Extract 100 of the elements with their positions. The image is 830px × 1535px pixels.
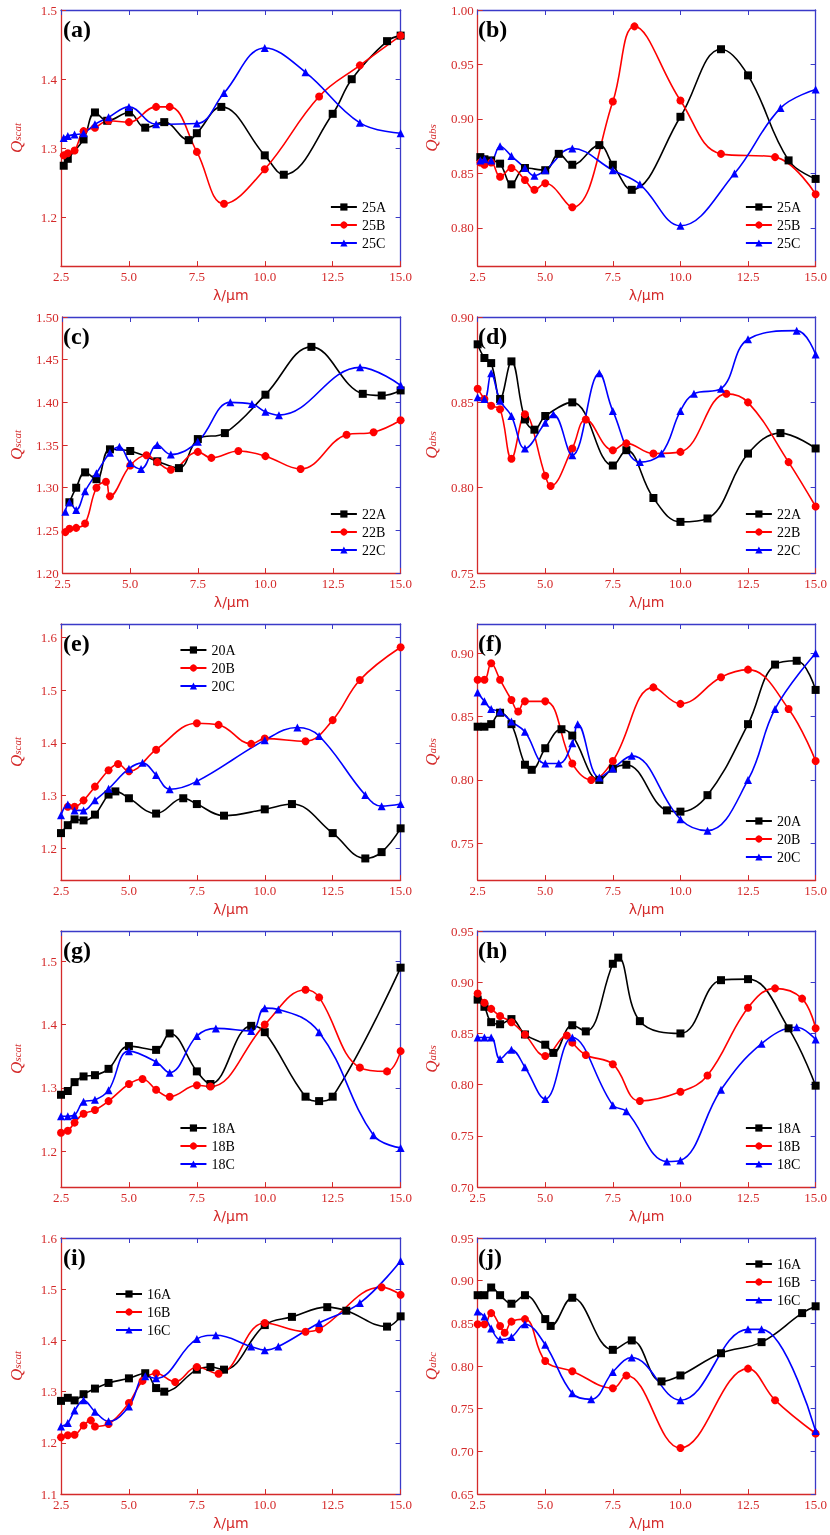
y-tick-label: 0.75 <box>450 565 474 581</box>
chart-title: (i) <box>63 1244 86 1270</box>
legend-label: 18B <box>211 1138 235 1154</box>
x-tick-label: 7.5 <box>604 1497 621 1513</box>
y-tick-label: 1.25 <box>35 522 59 538</box>
y-axis-title: Qabs <box>422 738 441 766</box>
x-tick-label: 7.5 <box>188 1497 205 1513</box>
x-tick-label: 2.5 <box>52 1190 70 1206</box>
y-tick-label: 0.70 <box>450 1443 474 1459</box>
y-tick-label: 0.65 <box>450 1486 474 1502</box>
x-tick-label: 2.5 <box>52 269 70 285</box>
x-tick-label: 5.0 <box>537 1190 554 1206</box>
x-tick-label: 10.0 <box>669 1497 692 1513</box>
y-tick-label: 0.95 <box>450 1230 474 1246</box>
y-tick-label: 1.2 <box>40 1435 57 1451</box>
y-tick-label: 0.75 <box>450 1128 474 1144</box>
x-tick-label: 15.0 <box>389 883 412 899</box>
y-axis-title: Qabs <box>422 124 441 152</box>
y-tick-label: 0.95 <box>450 923 474 939</box>
y-tick-label: 1.2 <box>40 210 57 226</box>
x-tick-label: 10.0 <box>669 1190 692 1206</box>
x-tick-label: 15.0 <box>389 576 412 592</box>
y-tick-label: 1.2 <box>40 1143 57 1159</box>
y-tick-label: 1.30 <box>35 480 59 496</box>
legend-label: 18C <box>211 1156 235 1172</box>
x-tick-label: 12.5 <box>736 883 760 899</box>
y-tick-label: 0.85 <box>450 1025 474 1041</box>
legend-label: 25C <box>361 235 386 251</box>
x-tick-label: 5.0 <box>122 576 139 592</box>
legend-label: 20B <box>776 831 801 847</box>
x-axis-title: λ/μm <box>628 287 665 303</box>
y-tick-label: 0.75 <box>450 835 474 851</box>
x-tick-label: 12.5 <box>321 1497 345 1513</box>
y-tick-label: 0.90 <box>450 1273 474 1289</box>
y-tick-label: 1.40 <box>35 394 59 410</box>
x-tick-label: 12.5 <box>321 269 345 285</box>
legend-label: 25B <box>776 217 801 233</box>
chart-title: (g) <box>63 937 91 963</box>
x-tick-label: 7.5 <box>604 269 621 285</box>
x-tick-label: 10.0 <box>253 269 277 285</box>
x-tick-label: 15.0 <box>389 1497 412 1513</box>
legend-label: 20A <box>776 813 802 829</box>
legend-label: 18B <box>776 1138 801 1154</box>
y-tick-label: 0.80 <box>450 1077 474 1093</box>
x-tick-label: 2.5 <box>52 883 70 899</box>
y-tick-label: 0.95 <box>450 56 474 72</box>
legend-label: 20C <box>776 849 801 865</box>
x-tick-label: 12.5 <box>736 1497 760 1513</box>
y-tick-label: 0.90 <box>450 974 474 990</box>
y-tick-label: 1.35 <box>35 437 59 453</box>
y-axis-title: Qabs <box>422 431 441 459</box>
legend-label: 16C <box>147 1322 171 1338</box>
legend-label: 16B <box>776 1274 801 1290</box>
x-tick-label: 12.5 <box>321 576 345 592</box>
y-tick-label: 0.80 <box>450 220 474 236</box>
legend-label: 20A <box>211 642 237 658</box>
y-tick-label: 0.85 <box>450 1315 474 1331</box>
legend-label: 22B <box>776 524 801 540</box>
x-tick-label: 5.0 <box>537 576 554 592</box>
y-tick-label: 0.75 <box>450 1401 474 1417</box>
x-tick-label: 5.0 <box>537 883 554 899</box>
chart-title: (d) <box>478 323 508 349</box>
legend-label: 20C <box>211 678 235 694</box>
x-axis-title: λ/μm <box>628 901 665 917</box>
x-tick-label: 5.0 <box>120 883 138 899</box>
y-tick-label: 1.4 <box>40 71 58 87</box>
y-tick-label: 1.45 <box>35 352 59 368</box>
chart-title: (b) <box>478 16 508 42</box>
x-tick-label: 5.0 <box>120 1497 138 1513</box>
y-tick-label: 1.5 <box>40 2 57 18</box>
legend-label: 16A <box>776 1256 802 1272</box>
x-tick-label: 7.5 <box>604 1190 621 1206</box>
x-tick-label: 7.5 <box>604 883 621 899</box>
x-tick-label: 5.0 <box>537 269 554 285</box>
x-tick-label: 10.0 <box>669 576 692 592</box>
y-tick-label: 0.85 <box>450 165 474 181</box>
x-tick-label: 5.0 <box>120 269 138 285</box>
legend-label: 18C <box>776 1156 801 1172</box>
y-tick-label: 1.5 <box>40 682 57 698</box>
y-tick-label: 0.80 <box>450 480 474 496</box>
x-tick-label: 15.0 <box>389 1190 412 1206</box>
y-tick-label: 1.4 <box>40 735 58 751</box>
chart-title: (f) <box>478 630 502 656</box>
y-tick-label: 1.6 <box>40 629 58 645</box>
y-tick-label: 1.5 <box>40 1281 57 1297</box>
x-tick-label: 15.0 <box>804 1190 827 1206</box>
chart-title: (h) <box>478 937 508 963</box>
y-tick-label: 1.3 <box>40 1384 57 1400</box>
legend-label: 25A <box>776 199 802 215</box>
legend-label: 20B <box>211 660 235 676</box>
y-tick-label: 1.50 <box>35 309 59 325</box>
chart-title: (e) <box>63 630 90 656</box>
x-tick-label: 2.5 <box>469 883 486 899</box>
x-tick-label: 7.5 <box>604 576 621 592</box>
y-tick-label: 1.00 <box>450 2 474 18</box>
legend-label: 22B <box>361 524 386 540</box>
chart-title: (j) <box>478 1244 502 1270</box>
x-axis-title: λ/μm <box>628 594 665 610</box>
x-axis-title: λ/μm <box>213 901 249 917</box>
legend-label: 16A <box>147 1286 172 1302</box>
